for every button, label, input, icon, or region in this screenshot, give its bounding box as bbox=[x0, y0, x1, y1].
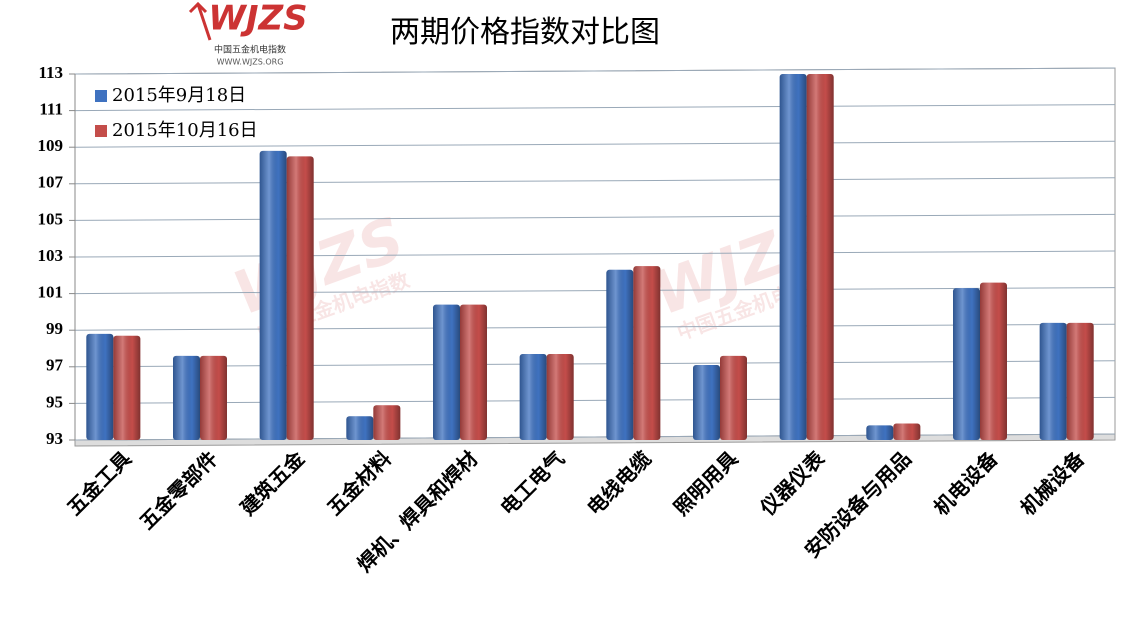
y-tick-label: 107 bbox=[38, 173, 64, 192]
x-tick-label: 照明用具 bbox=[669, 446, 743, 520]
x-tick-label: 五金材料 bbox=[322, 446, 396, 520]
grid-line bbox=[74, 104, 1116, 112]
bar bbox=[86, 333, 114, 440]
x-tick: 五金零部件 bbox=[135, 446, 223, 534]
grid-line bbox=[74, 323, 1116, 331]
y-tick-label: 111 bbox=[39, 100, 63, 119]
bar bbox=[460, 304, 487, 440]
bar bbox=[173, 355, 200, 440]
bar bbox=[433, 304, 460, 440]
x-tick-label: 五金工具 bbox=[62, 446, 136, 520]
x-tick: 五金材料 bbox=[322, 446, 396, 520]
bar bbox=[693, 364, 720, 440]
bar bbox=[200, 355, 227, 440]
bar bbox=[720, 355, 747, 440]
grid-line bbox=[74, 67, 1116, 75]
y-tick-label: 93 bbox=[46, 429, 63, 448]
grid-line bbox=[74, 396, 1116, 404]
x-tick-label: 仪器仪表 bbox=[755, 446, 830, 521]
y-tick-label: 103 bbox=[38, 246, 64, 265]
legend-label: 2015年10月16日 bbox=[112, 120, 258, 141]
bar bbox=[866, 425, 894, 440]
bar bbox=[633, 266, 661, 440]
bar bbox=[893, 423, 921, 440]
x-tick: 五金工具 bbox=[62, 446, 136, 520]
bar bbox=[779, 74, 807, 440]
x-tick: 仪器仪表 bbox=[755, 446, 830, 521]
grid-line bbox=[74, 140, 1116, 148]
watermark: WJZS 中国五金机电指数 bbox=[225, 204, 414, 345]
logo-arrow bbox=[188, 1, 212, 41]
bar bbox=[1066, 322, 1094, 440]
grid-line bbox=[74, 287, 1116, 295]
legend-swatch bbox=[95, 125, 107, 137]
bar bbox=[113, 335, 141, 440]
chart-title: 两期价格指数对比图 bbox=[390, 15, 660, 50]
x-tick-label: 机械设备 bbox=[1016, 446, 1090, 520]
logo-url: WWW.WJZS.ORG bbox=[217, 58, 284, 67]
grid-line bbox=[74, 177, 1116, 185]
x-tick: 机电设备 bbox=[929, 446, 1003, 520]
grid-line bbox=[74, 433, 1116, 441]
bar bbox=[606, 269, 634, 440]
logo-mark: WJZS bbox=[208, 0, 307, 39]
bar bbox=[546, 353, 574, 440]
x-tick-label: 电线电缆 bbox=[582, 446, 656, 520]
y-tick-label: 113 bbox=[38, 63, 63, 82]
bar bbox=[286, 156, 314, 440]
bar bbox=[953, 288, 980, 440]
bar bbox=[259, 150, 287, 441]
y-tick-label: 105 bbox=[38, 209, 64, 228]
x-tick-label: 五金零部件 bbox=[135, 446, 223, 534]
logo-name: 中国五金机电指数 bbox=[214, 44, 286, 56]
bar bbox=[373, 405, 401, 440]
x-tick-label: 机电设备 bbox=[929, 446, 1003, 520]
bar bbox=[519, 353, 547, 440]
y-tick-label: 99 bbox=[46, 319, 63, 338]
x-tick: 机械设备 bbox=[1016, 446, 1090, 520]
bar bbox=[806, 74, 834, 440]
bar bbox=[1039, 322, 1067, 440]
grid-line bbox=[74, 213, 1116, 221]
y-tick-label: 101 bbox=[38, 283, 64, 302]
grid-line bbox=[74, 250, 1116, 258]
legend-label: 2015年9月18日 bbox=[112, 85, 246, 106]
x-tick: 照明用具 bbox=[669, 446, 743, 520]
y-tick-label: 97 bbox=[46, 356, 64, 375]
x-tick: 电线电缆 bbox=[582, 446, 656, 520]
grid-line bbox=[74, 360, 1116, 368]
x-tick: 建筑五金 bbox=[236, 446, 310, 520]
y-tick-label: 109 bbox=[38, 136, 64, 155]
legend-swatch bbox=[95, 90, 107, 102]
bar bbox=[980, 282, 1007, 440]
bar bbox=[346, 416, 374, 440]
x-tick-label: 电工电气 bbox=[496, 446, 570, 520]
x-tick: 电工电气 bbox=[496, 446, 570, 520]
y-tick-label: 95 bbox=[46, 392, 63, 411]
x-tick-label: 建筑五金 bbox=[236, 446, 310, 520]
